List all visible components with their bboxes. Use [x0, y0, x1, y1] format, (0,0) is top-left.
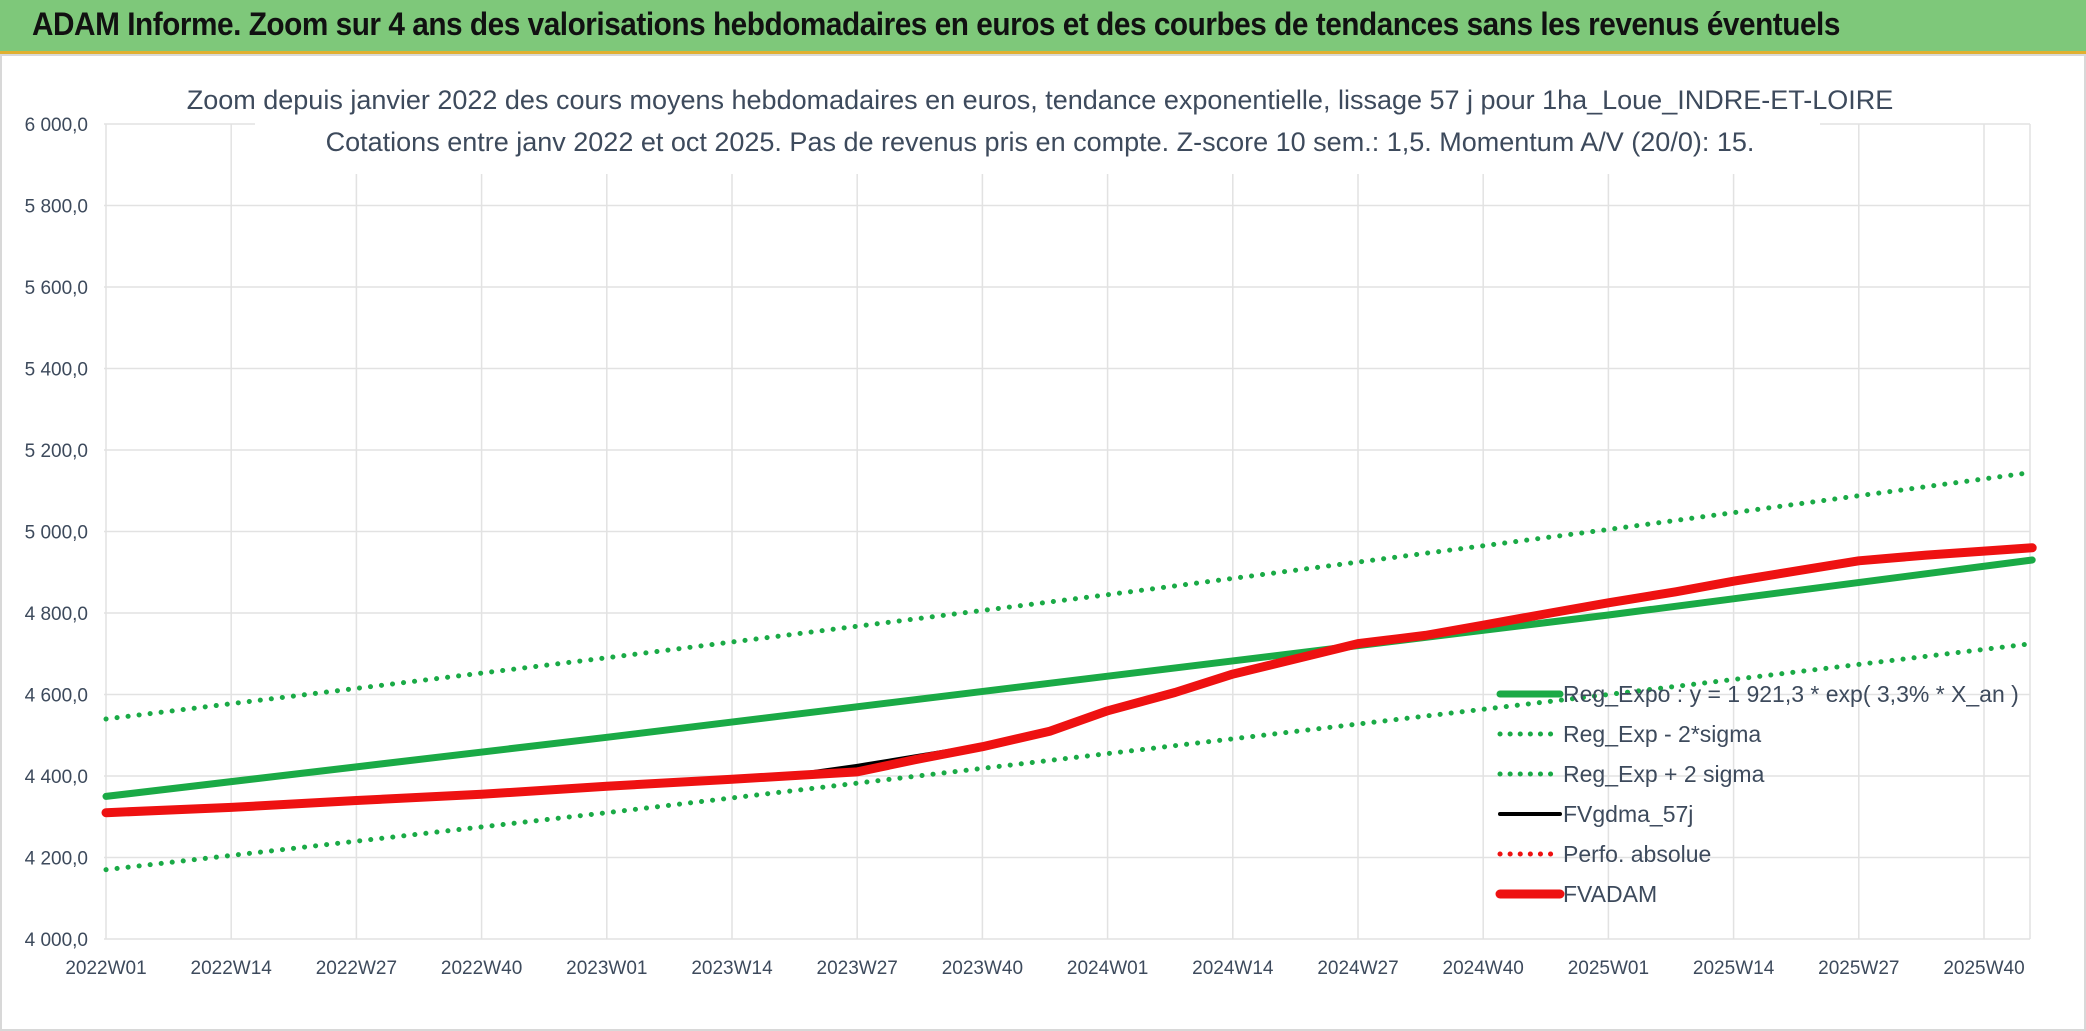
x-tick-label: 2023W27 [817, 958, 898, 979]
y-tick-label: 5 000,0 [25, 523, 88, 544]
x-tick-label: 2023W14 [691, 958, 773, 979]
series-line-0 [102, 556, 2036, 800]
x-tick-label: 2022W01 [65, 958, 146, 979]
legend-label-4: Perfo. absolue [1563, 841, 1711, 867]
legend-label-0: Reg_Expo : y = 1 921,3 * exp( 3,3% * X_a… [1563, 681, 2019, 707]
x-tick-label: 2025W40 [1943, 958, 2024, 979]
series-line-2 [103, 469, 2035, 722]
series-lines [101, 469, 2037, 873]
chart-title: Zoom depuis janvier 2022 des cours moyen… [187, 85, 1894, 115]
report-banner: ADAM Informe. Zoom sur 4 ans des valoris… [0, 0, 2086, 54]
grid [104, 123, 2031, 940]
y-tick-label: 4 800,0 [25, 604, 88, 625]
x-tick-label: 2025W14 [1693, 958, 1775, 979]
y-tick-label: 5 800,0 [25, 197, 88, 218]
x-tick-label: 2022W40 [441, 958, 522, 979]
y-tick-label: 6 000,0 [25, 115, 88, 136]
y-tick-label: 4 400,0 [25, 767, 88, 788]
y-tick-label: 4 600,0 [25, 686, 88, 707]
y-tick-label: 5 400,0 [25, 360, 88, 381]
x-tick-label: 2022W14 [191, 958, 273, 979]
y-tick-label: 5 600,0 [25, 278, 88, 299]
legend: Reg_Expo : y = 1 921,3 * exp( 3,3% * X_a… [1495, 681, 2019, 907]
legend-label-2: Reg_Exp + 2 sigma [1563, 761, 1765, 787]
x-tick-label: 2024W40 [1443, 958, 1524, 979]
title-background [255, 82, 1820, 174]
x-tick-label: 2024W01 [1067, 958, 1148, 979]
report-title: ADAM Informe. Zoom sur 4 ans des valoris… [32, 6, 1840, 42]
x-tick-label: 2022W27 [316, 958, 397, 979]
x-tick-label: 2023W01 [566, 958, 647, 979]
x-axis-ticks: 2022W01 2022W14 2022W27 2022W40 2023W01 2023W… [65, 958, 2024, 979]
legend-label-1: Reg_Exp - 2*sigma [1563, 721, 1761, 747]
y-tick-label: 4 000,0 [25, 930, 88, 951]
chart-subtitle: Cotations entre janv 2022 et oct 2025. P… [326, 127, 1755, 157]
chart-area [0, 54, 2086, 1031]
x-tick-label: 2025W01 [1568, 958, 1649, 979]
series-line-5 [101, 543, 2037, 818]
chart-titles: Zoom depuis janvier 2022 des cours moyen… [187, 82, 1894, 174]
y-axis-ticks: 6 000,0 5 800,0 5 600,0 5 400,0 5 200,0 5 000… [25, 115, 88, 951]
legend-label-3: FVgdma_57j [1563, 801, 1693, 827]
x-tick-label: 2023W40 [942, 958, 1023, 979]
y-tick-label: 4 200,0 [25, 849, 88, 870]
y-tick-label: 5 200,0 [25, 441, 88, 462]
legend-label-5: FVADAM [1563, 881, 1657, 907]
series-line-1 [103, 641, 2035, 873]
x-tick-label: 2024W14 [1192, 958, 1274, 979]
x-tick-label: 2025W27 [1818, 958, 1899, 979]
x-tick-label: 2024W27 [1317, 958, 1398, 979]
